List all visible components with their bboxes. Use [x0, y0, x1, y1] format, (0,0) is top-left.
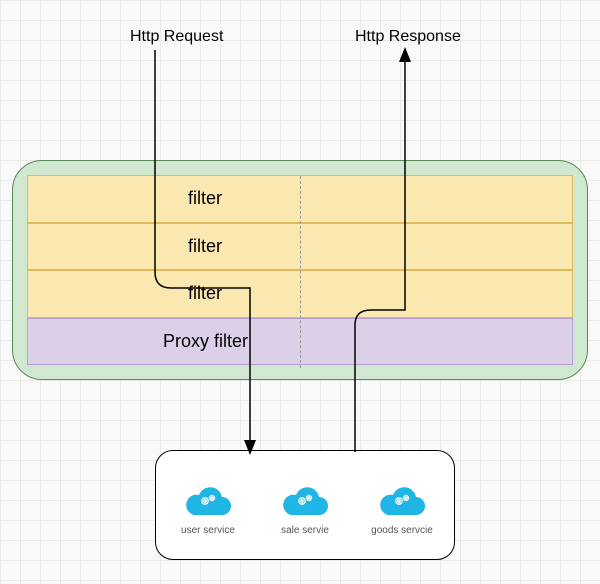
- gateway-divider: [300, 176, 301, 368]
- service-label: sale servie: [281, 525, 329, 536]
- services-container: user service sale servie: [155, 450, 455, 560]
- gear-icon: [198, 493, 218, 507]
- diagram-canvas: Http Request Http Response filter filter…: [0, 0, 600, 584]
- proxy-filter-label: Proxy filter: [163, 331, 248, 352]
- cloud-icon: [378, 485, 426, 519]
- gear-icon: [392, 493, 412, 507]
- http-response-label: Http Response: [355, 28, 461, 46]
- filter-label: filter: [188, 236, 222, 257]
- service-item: sale servie: [260, 485, 350, 536]
- http-request-label: Http Request: [130, 28, 223, 46]
- service-label: goods servcie: [371, 525, 433, 536]
- service-item: user service: [163, 485, 253, 536]
- cloud-icon: [184, 485, 232, 519]
- gear-icon: [295, 493, 315, 507]
- cloud-icon: [281, 485, 329, 519]
- filter-label: filter: [188, 188, 222, 209]
- service-item: goods servcie: [357, 485, 447, 536]
- filter-label: filter: [188, 283, 222, 304]
- service-label: user service: [181, 525, 235, 536]
